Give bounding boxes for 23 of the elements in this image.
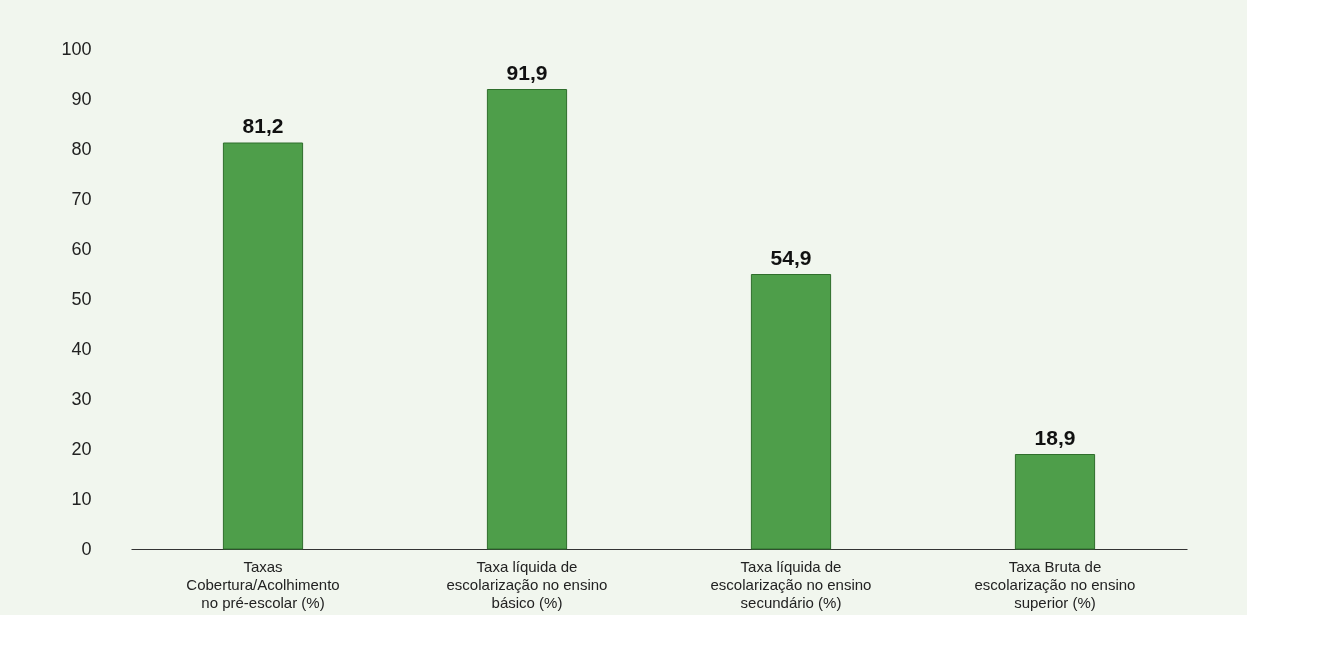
- y-tick-label: 100: [61, 38, 92, 59]
- y-tick-label: 70: [71, 188, 92, 209]
- y-tick-label: 20: [71, 438, 92, 459]
- x-tick-label: Taxa líquida de escolarização no ensino secundário (%): [710, 557, 872, 611]
- data-label: 54,9: [770, 245, 812, 269]
- y-tick-label: 30: [71, 388, 92, 409]
- y-tick-label: 60: [71, 238, 92, 259]
- bar: [750, 274, 832, 550]
- y-tick-label: 40: [71, 338, 92, 359]
- bar: [1014, 454, 1096, 550]
- bar: [222, 142, 304, 550]
- y-tick-label: 0: [81, 538, 92, 559]
- y-tick-label: 90: [71, 88, 92, 109]
- y-tick-label: 10: [71, 488, 92, 509]
- data-label: 91,9: [506, 60, 548, 84]
- x-tick-label: Taxas Cobertura/Acolhimento no pré-escolar (%): [186, 557, 340, 611]
- x-tick-label: Taxa Bruta de escolarização no ensino superior (%): [974, 557, 1136, 611]
- data-label: 18,9: [1034, 425, 1076, 449]
- x-tick-label: Taxa líquida de escolarização no ensino básico (%): [446, 557, 608, 611]
- bar: [486, 89, 568, 550]
- y-tick-label: 50: [71, 288, 92, 309]
- data-label: 81,2: [242, 114, 284, 137]
- y-tick-label: 80: [71, 138, 92, 159]
